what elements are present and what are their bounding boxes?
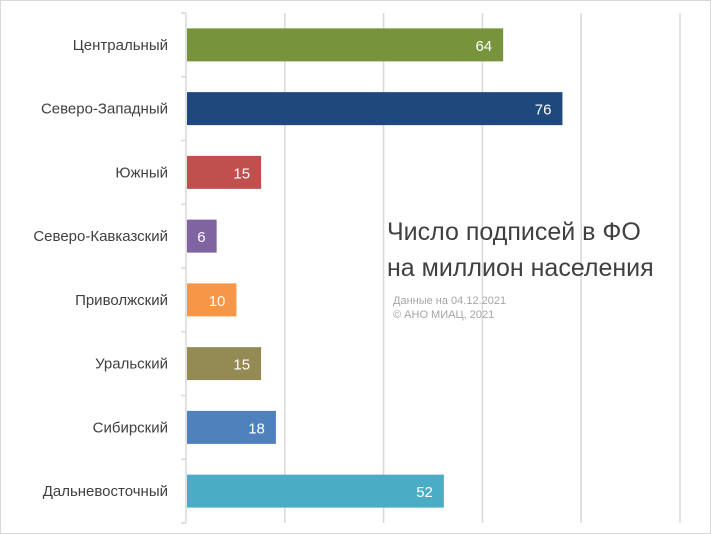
chart-title-line-2: на миллион населения bbox=[387, 254, 654, 282]
bar bbox=[187, 92, 563, 126]
bar bbox=[187, 155, 262, 189]
data-label: 18 bbox=[248, 420, 265, 437]
copyright-note: © АНО МИАЦ, 2021 bbox=[393, 309, 494, 321]
bars bbox=[187, 28, 563, 508]
category-label: Уральский bbox=[95, 356, 168, 373]
data-label: 52 bbox=[416, 484, 433, 501]
category-label: Северо-Кавказский bbox=[33, 228, 168, 245]
bar bbox=[187, 219, 217, 253]
category-label: Южный bbox=[115, 164, 168, 181]
bar bbox=[187, 28, 504, 62]
category-label: Сибирский bbox=[93, 419, 168, 436]
bar bbox=[187, 410, 276, 444]
bar bbox=[187, 283, 237, 317]
data-label: 6 bbox=[197, 229, 205, 246]
data-label: 15 bbox=[233, 357, 250, 374]
bar bbox=[187, 347, 262, 381]
data-label: 10 bbox=[209, 293, 226, 310]
data-label: 76 bbox=[535, 102, 552, 119]
category-label: Приволжский bbox=[75, 292, 168, 309]
chart-title-line-1: Число подписей в ФО bbox=[387, 218, 641, 246]
data-label: 64 bbox=[475, 38, 492, 55]
bar bbox=[187, 474, 444, 508]
category-label: Северо-Западный bbox=[41, 101, 168, 118]
category-labels: Центральный Северо-Западный Южный Северо-Ка… bbox=[33, 37, 168, 500]
data-label: 15 bbox=[233, 165, 250, 182]
data-date-note: Данные на 04.12.2021 bbox=[393, 295, 506, 307]
value-labels: 64 76 15 6 10 15 18 52 bbox=[197, 38, 551, 501]
axis-ticks bbox=[181, 12, 186, 524]
category-label: Дальневосточный bbox=[43, 483, 168, 500]
category-label: Центральный bbox=[73, 37, 168, 54]
